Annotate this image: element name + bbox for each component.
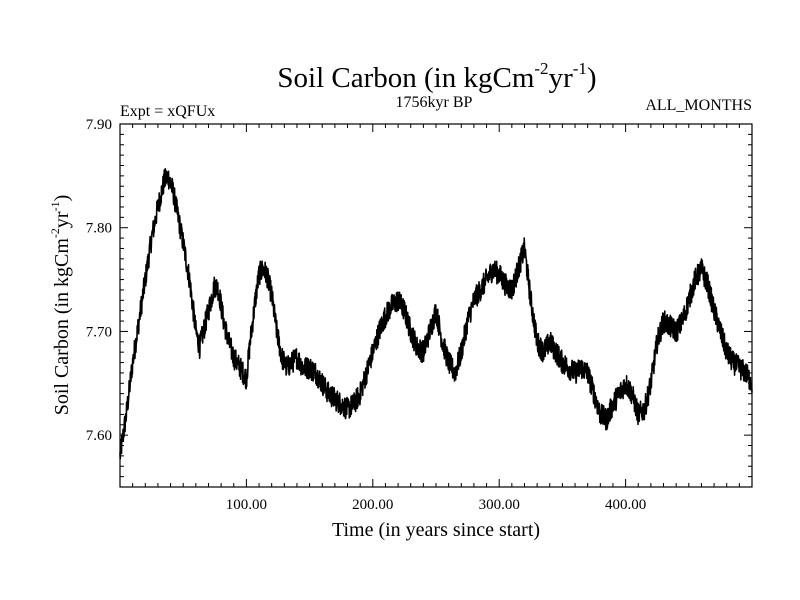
x-tick-label: 200.00 bbox=[352, 497, 393, 513]
title-sup2: -1 bbox=[573, 59, 587, 78]
y-tick-label: 7.60 bbox=[86, 428, 112, 444]
ylabel-sup1: -2 bbox=[48, 228, 62, 238]
title-main: Soil Carbon (in kgCm bbox=[277, 62, 534, 94]
axis-tick-labels: 100.00 200.00 300.00 400.00 7.60 7.70 7.80 7.90 bbox=[86, 117, 646, 513]
y-axis-label: Soil Carbon (in kgCm-2yr-1) bbox=[48, 195, 73, 416]
x-axis-label: Time (in years since start) bbox=[332, 519, 540, 541]
ylabel-main: Soil Carbon (in kgCm bbox=[51, 238, 73, 416]
title-sup1: -2 bbox=[534, 59, 548, 78]
y-tick-label: 7.70 bbox=[86, 324, 112, 340]
subtitle-period: 1756kyr BP bbox=[396, 94, 473, 111]
title-mid: yr bbox=[549, 62, 574, 94]
y-tick-label: 7.80 bbox=[86, 221, 112, 237]
subtitle-months: ALL_MONTHS bbox=[645, 97, 752, 114]
subtitle-experiment: Expt = xQFUx bbox=[120, 103, 215, 120]
ylabel-sup2: -1 bbox=[48, 201, 62, 211]
title-end: ) bbox=[587, 62, 597, 94]
series-layer bbox=[119, 168, 753, 460]
series-line-soil-carbon bbox=[119, 168, 753, 460]
y-tick-label: 7.90 bbox=[86, 117, 112, 133]
x-tick-label: 300.00 bbox=[479, 497, 520, 513]
ylabel-mid: yr bbox=[51, 211, 73, 228]
x-tick-label: 100.00 bbox=[226, 497, 267, 513]
x-tick-label: 400.00 bbox=[605, 497, 646, 513]
chart-title: Soil Carbon (in kgCm-2yr-1) bbox=[277, 59, 596, 94]
ylabel-end: ) bbox=[51, 195, 73, 202]
